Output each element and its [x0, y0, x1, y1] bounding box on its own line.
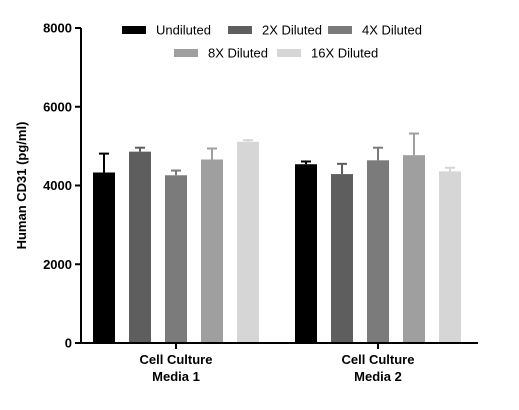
y-tick-label: 4000	[43, 178, 72, 193]
legend-swatch-3	[328, 26, 352, 34]
x-category-label: Cell Culture	[140, 352, 213, 367]
legend-label-3: 4X Diluted	[362, 23, 422, 38]
y-axis: 0 2000 4000 6000 8000	[43, 21, 82, 351]
y-tick-label: 0	[65, 336, 72, 351]
y-tick-label: 6000	[43, 99, 72, 114]
y-axis-title: Human CD31 (pg/ml)	[14, 122, 29, 250]
y-tick-label: 8000	[43, 21, 72, 36]
bar-1-group-2	[295, 164, 317, 343]
legend-label-2: 2X Diluted	[262, 23, 322, 38]
legend: Undiluted 2X Diluted 4X Diluted 8X Diluted 1…	[122, 23, 422, 61]
bar-4-group-2	[403, 155, 425, 343]
bar-2-group-2	[331, 174, 353, 343]
x-category-label: Media 2	[354, 369, 402, 384]
y-tick-label: 2000	[43, 257, 72, 272]
legend-swatch-5	[277, 49, 301, 57]
legend-label-1: Undiluted	[156, 23, 211, 38]
legend-swatch-1	[122, 26, 146, 34]
x-category-label: Cell Culture	[342, 352, 415, 367]
x-category-label: Media 1	[152, 369, 200, 384]
bar-5-group-1	[237, 141, 259, 343]
bar-1-group-1	[93, 172, 115, 343]
bar-2-group-1	[129, 151, 151, 343]
bar-3-group-1	[165, 175, 187, 343]
legend-label-5: 16X Diluted	[311, 46, 378, 61]
error-bars	[99, 132, 455, 176]
bars	[93, 141, 461, 343]
legend-swatch-4	[174, 49, 198, 57]
legend-swatch-2	[228, 26, 252, 34]
bar-3-group-2	[367, 160, 389, 343]
legend-label-4: 8X Diluted	[208, 46, 268, 61]
x-axis: Cell Culture Media 1 Cell Culture Media 2	[81, 342, 478, 384]
bar-5-group-2	[439, 171, 461, 343]
bar-4-group-1	[201, 159, 223, 343]
